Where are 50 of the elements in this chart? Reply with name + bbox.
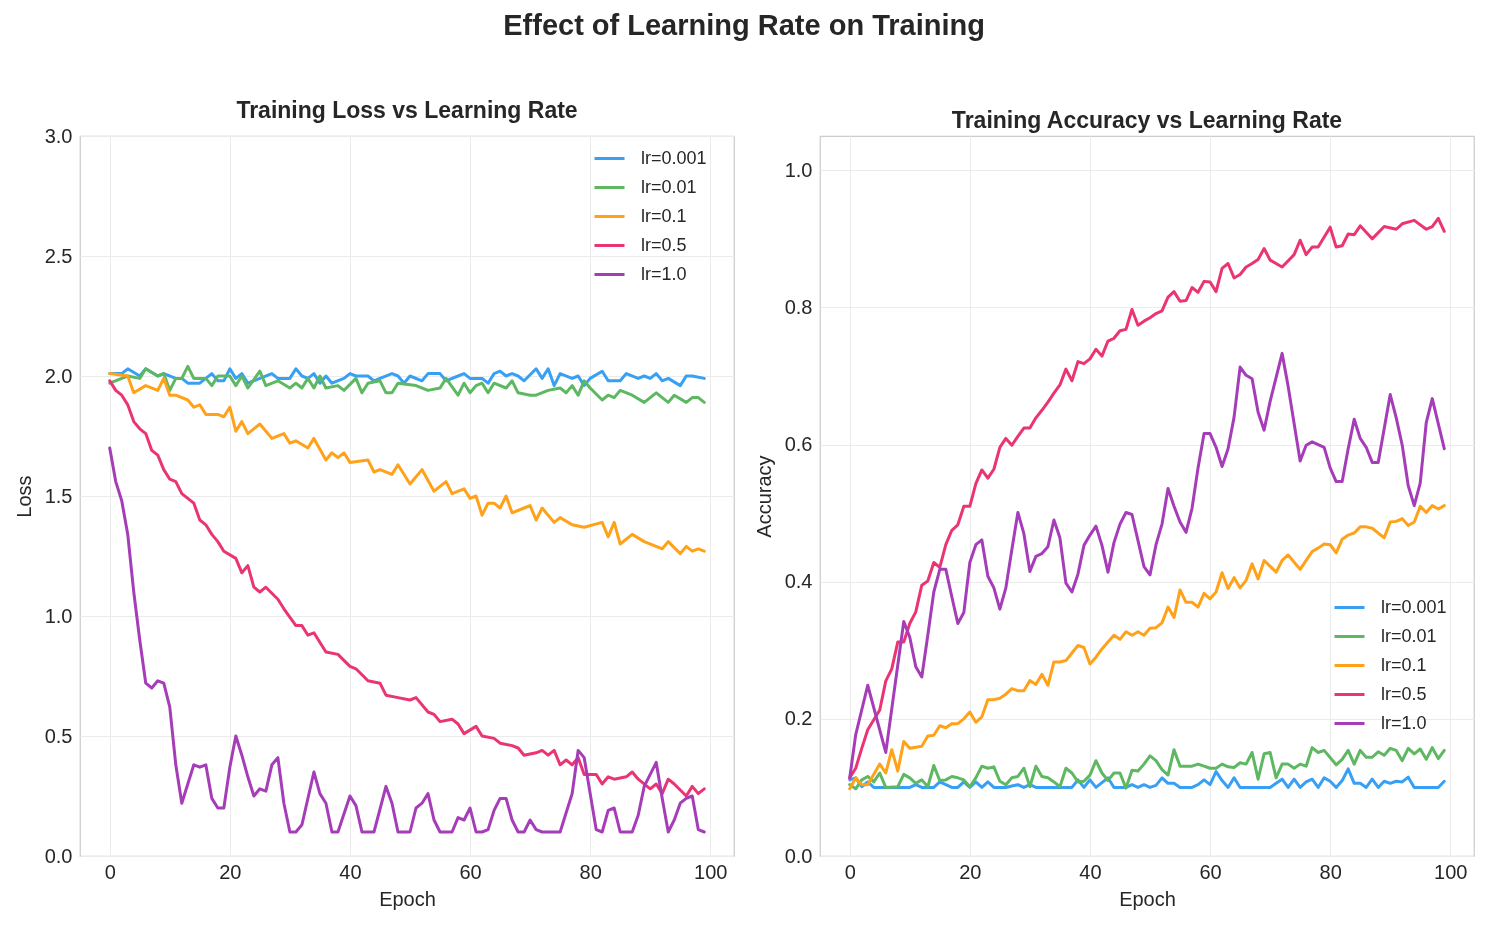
line-series <box>108 372 706 556</box>
legend-label: lr=0.001 <box>641 147 707 168</box>
y-tick-label: 0.6 <box>784 433 813 456</box>
legend-label: lr=0.001 <box>1381 596 1447 617</box>
y-tick-label: 1.5 <box>44 484 73 507</box>
y-tick-label: 2.0 <box>44 364 73 387</box>
chart-title: Training Loss vs Learning Rate <box>236 97 578 123</box>
legend-label: lr=0.5 <box>1381 683 1427 704</box>
x-axis-title: Epoch <box>379 887 436 910</box>
x-tick-label: 60 <box>459 860 482 883</box>
legend-label: lr=0.01 <box>1381 625 1437 646</box>
x-tick-label: 60 <box>1199 860 1222 883</box>
y-tick-label: 0.0 <box>784 844 813 867</box>
y-tick-label: 0.4 <box>784 570 813 593</box>
y-tick-label: 1.0 <box>44 604 73 627</box>
x-tick-label: 100 <box>1434 860 1468 883</box>
x-tick-label: 20 <box>959 860 982 883</box>
y-tick-label: 0.5 <box>44 724 73 747</box>
x-tick-label: 0 <box>104 860 116 883</box>
x-tick-label: 100 <box>694 860 728 883</box>
line-series <box>108 379 706 798</box>
y-tick-label: 0.0 <box>44 844 73 867</box>
x-tick-label: 40 <box>339 860 362 883</box>
x-axis-title: Epoch <box>1119 887 1176 910</box>
line-series <box>848 504 1446 791</box>
legend-label: lr=0.1 <box>641 205 687 226</box>
y-axis-title: Loss <box>12 475 35 518</box>
line-series <box>848 746 1446 791</box>
x-tick-label: 40 <box>1079 860 1102 883</box>
text: Effect of Learning Rate on Training <box>503 9 985 42</box>
line-series <box>848 351 1446 780</box>
y-axis-title: Accuracy <box>752 455 775 538</box>
line-series <box>108 446 706 834</box>
y-tick-label: 0.2 <box>784 707 813 730</box>
y-tick-label: 1.0 <box>784 158 813 181</box>
line-series <box>108 364 706 404</box>
legend-label: lr=1.0 <box>1381 712 1427 733</box>
legend-label: lr=0.01 <box>641 176 697 197</box>
x-tick-label: 80 <box>1319 860 1342 883</box>
y-tick-label: 3.0 <box>44 124 73 147</box>
legend-label: lr=0.1 <box>1381 654 1427 675</box>
y-tick-label: 0.8 <box>784 295 813 318</box>
line-series <box>848 216 1446 780</box>
x-tick-label: 0 <box>844 860 856 883</box>
y-tick-label: 2.5 <box>44 244 73 267</box>
x-tick-label: 20 <box>219 860 242 883</box>
chart-title: Training Accuracy vs Learning Rate <box>951 107 1343 133</box>
x-tick-label: 80 <box>579 860 602 883</box>
legend-label: lr=0.5 <box>641 234 687 255</box>
legend-label: lr=1.0 <box>641 263 687 284</box>
